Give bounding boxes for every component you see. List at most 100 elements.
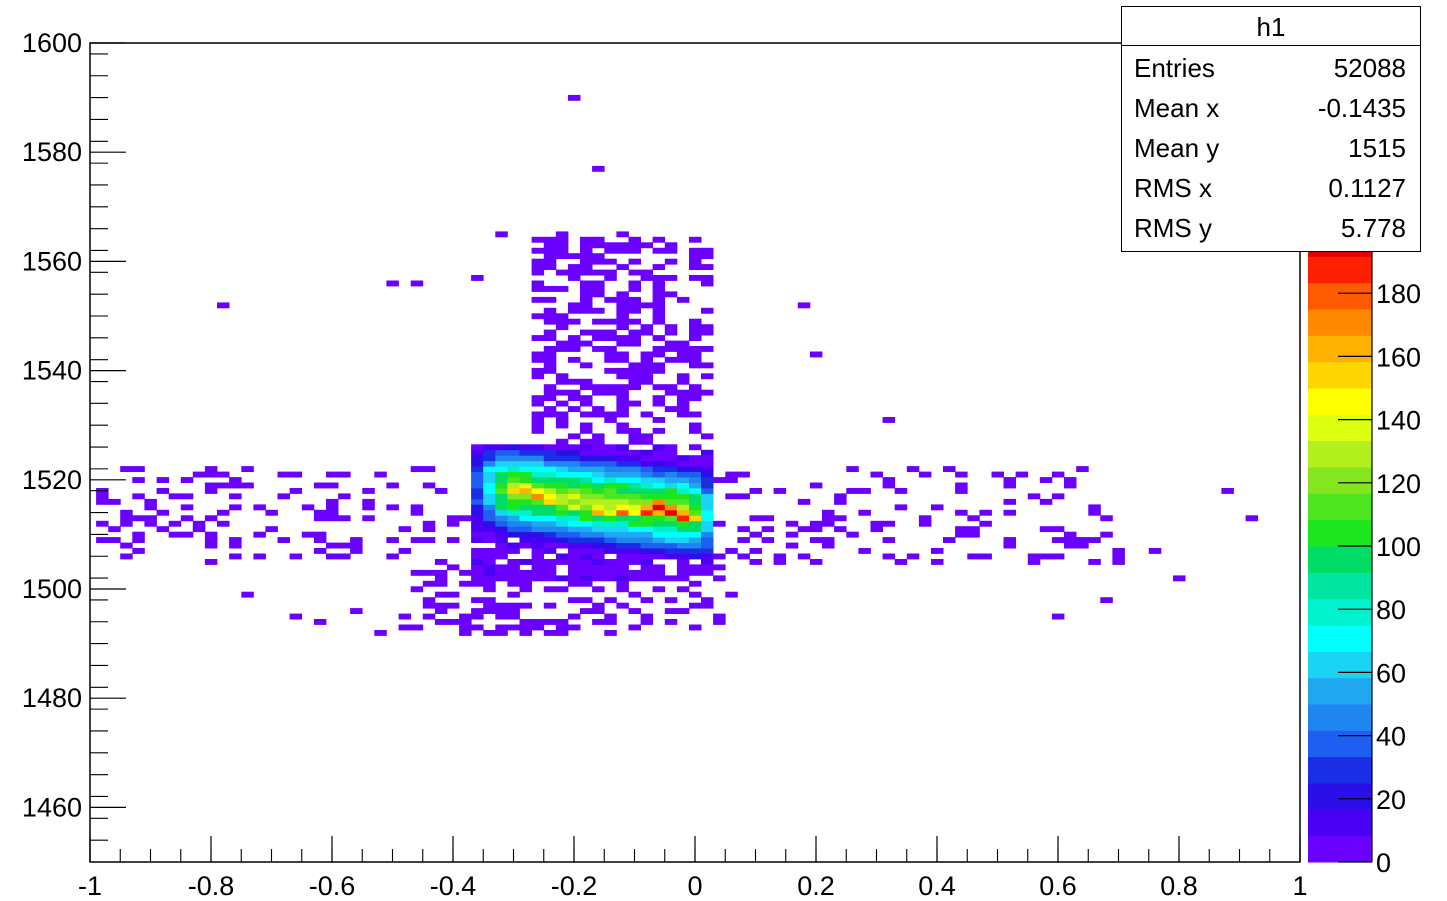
heatmap-bin <box>616 504 629 511</box>
heatmap-bin <box>616 575 629 582</box>
heatmap-bin <box>568 531 581 538</box>
heatmap-bin <box>555 318 569 325</box>
heatmap-bin <box>809 537 823 543</box>
heatmap-bin <box>676 296 690 303</box>
heatmap-bin <box>96 537 109 543</box>
heatmap-bin <box>350 548 363 554</box>
heatmap-bin <box>664 471 678 478</box>
heatmap-bin <box>326 515 339 522</box>
heatmap-bin <box>616 488 629 494</box>
heatmap-bin <box>592 575 605 582</box>
heatmap-bin <box>628 482 641 489</box>
heatmap-bin <box>592 537 605 543</box>
heatmap-bin <box>568 482 581 489</box>
heatmap-bin <box>822 542 835 549</box>
heatmap-bin <box>289 488 303 494</box>
heatmap-bin <box>507 520 520 527</box>
heatmap-bin <box>955 471 968 478</box>
heatmap-bin <box>531 509 545 516</box>
heatmap-bin <box>531 531 545 538</box>
heatmap-bin <box>471 575 484 582</box>
heatmap-bin <box>604 356 617 363</box>
heatmap-bin <box>592 471 605 478</box>
heatmap-bin <box>555 253 569 260</box>
heatmap-bin <box>1100 597 1113 604</box>
heatmap-bin <box>592 455 605 462</box>
heatmap-bin <box>422 613 436 620</box>
heatmap-bin <box>471 498 484 505</box>
heatmap-bin <box>592 477 605 483</box>
heatmap-bin <box>592 460 605 467</box>
heatmap-bin <box>471 597 484 604</box>
heatmap-bin <box>543 477 557 483</box>
x-tick-label: 0 <box>687 871 702 901</box>
heatmap-bin <box>689 537 702 543</box>
heatmap-bin <box>640 356 654 363</box>
heatmap-bin <box>555 346 569 352</box>
heatmap-bin <box>652 477 666 483</box>
heatmap-bin <box>519 493 532 500</box>
color-scale-band <box>1308 598 1372 626</box>
heatmap-bin <box>689 602 702 609</box>
heatmap-bin <box>471 488 484 494</box>
heatmap-bin <box>471 569 484 576</box>
heatmap-bin <box>628 329 641 336</box>
heatmap-bin <box>192 526 206 533</box>
heatmap-bin <box>858 509 871 516</box>
heatmap-bin <box>689 253 702 260</box>
heatmap-bin <box>495 630 508 636</box>
heatmap-bin <box>592 411 605 418</box>
heatmap-bin <box>543 444 557 451</box>
heatmap-bin <box>616 509 629 516</box>
heatmap-bin <box>568 433 581 440</box>
heatmap-bin <box>519 526 532 533</box>
heatmap-bin <box>507 548 520 554</box>
heatmap-bin <box>640 351 654 358</box>
heatmap-bin <box>882 520 896 527</box>
heatmap-bin <box>592 493 605 500</box>
heatmap-bin <box>507 504 520 511</box>
heatmap-bin <box>519 482 532 489</box>
heatmap-bin <box>640 526 654 533</box>
heatmap-bin <box>531 548 545 554</box>
heatmap-bin <box>689 411 702 418</box>
heatmap-bin <box>507 466 520 472</box>
heatmap-bin <box>422 569 436 576</box>
heatmap-bin <box>616 231 629 238</box>
color-scale-band <box>1308 440 1372 468</box>
heatmap-bin <box>676 520 690 527</box>
heatmap-bin <box>531 356 545 363</box>
heatmap-bin <box>580 608 593 614</box>
heatmap-bin <box>834 493 847 500</box>
heatmap-bin <box>955 531 968 538</box>
heatmap-bin <box>689 477 702 483</box>
heatmap-bin <box>652 520 666 527</box>
heatmap-bin <box>180 531 194 538</box>
heatmap-bin <box>446 515 460 522</box>
heatmap-bin <box>592 553 605 560</box>
heatmap-bin <box>604 613 617 620</box>
heatmap-bin <box>531 411 545 418</box>
heatmap-bin <box>652 264 666 270</box>
heatmap-bin <box>604 444 617 451</box>
color-scale-label: 20 <box>1376 785 1406 815</box>
heatmap-bin <box>543 542 557 549</box>
heatmap-bin <box>204 482 218 489</box>
heatmap-bin <box>555 286 569 292</box>
heatmap-bin <box>616 291 629 298</box>
heatmap-bin <box>628 559 641 565</box>
heatmap-bin <box>592 498 605 505</box>
heatmap-bin <box>616 389 629 396</box>
heatmap-bin <box>507 493 520 500</box>
heatmap-bin <box>628 542 641 549</box>
heatmap-bin <box>555 247 569 254</box>
heatmap-bin <box>132 531 145 538</box>
heatmap-bin <box>519 449 532 456</box>
heatmap-bin <box>652 384 666 391</box>
heatmap-bin <box>313 537 327 543</box>
stats-label: Mean y <box>1134 133 1220 163</box>
heatmap-bin <box>507 471 520 478</box>
heatmap-bin <box>664 389 678 396</box>
heatmap-bin <box>628 624 641 631</box>
heatmap-bin <box>132 548 145 554</box>
